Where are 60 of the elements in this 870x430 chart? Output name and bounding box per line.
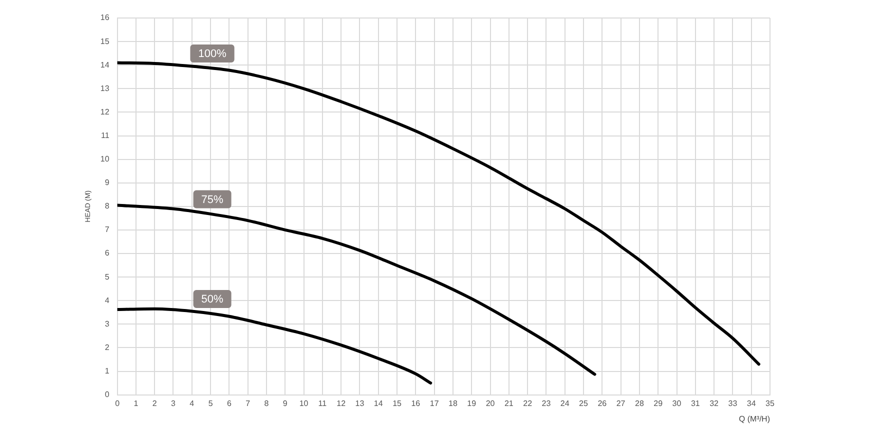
x-tick-label: 27 bbox=[616, 398, 626, 408]
x-tick-label: 31 bbox=[690, 398, 700, 408]
x-tick-label: 15 bbox=[392, 398, 402, 408]
x-tick-label: 32 bbox=[710, 398, 720, 408]
y-tick-label: 7 bbox=[104, 225, 110, 234]
x-tick-label: 35 bbox=[766, 398, 775, 408]
x-tick-label: 10 bbox=[299, 398, 309, 408]
x-tick-label: 17 bbox=[430, 398, 440, 408]
x-tick-label: 2 bbox=[152, 398, 158, 408]
x-tick-label: 29 bbox=[654, 398, 664, 408]
y-tick-label: 16 bbox=[100, 13, 110, 22]
x-tick-label: 14 bbox=[374, 398, 384, 408]
x-tick-label: 7 bbox=[246, 398, 251, 408]
x-tick-label: 6 bbox=[226, 398, 232, 408]
y-tick-label: 11 bbox=[100, 130, 110, 140]
line-series bbox=[117, 61, 760, 366]
x-tick-label: 0 bbox=[115, 398, 120, 408]
x-tick-label: 8 bbox=[264, 398, 270, 408]
x-tick-label: 3 bbox=[171, 398, 176, 408]
series-label: 75% bbox=[201, 194, 224, 206]
x-tick-label: 1 bbox=[134, 398, 139, 408]
x-tick-label: 25 bbox=[579, 398, 589, 408]
x-tick-label: 5 bbox=[208, 398, 214, 408]
x-tick-label: 28 bbox=[635, 398, 644, 408]
x-tick-label: 20 bbox=[486, 398, 496, 408]
series-label: 50% bbox=[201, 294, 224, 306]
x-tick-label: 21 bbox=[504, 398, 514, 408]
x-tick-label: 26 bbox=[598, 398, 608, 408]
series-label: 100% bbox=[198, 48, 227, 60]
x-tick-label: 4 bbox=[190, 398, 195, 408]
x-tick-label: 11 bbox=[318, 398, 328, 408]
y-tick-label: 5 bbox=[104, 272, 110, 282]
y-tick-label: 6 bbox=[104, 248, 110, 258]
x-tick-label: 34 bbox=[746, 398, 756, 408]
x-tick-label: 23 bbox=[542, 398, 552, 408]
y-tick-label: 1 bbox=[104, 366, 110, 376]
x-tick-label: 19 bbox=[467, 398, 477, 408]
x-tick-label: 12 bbox=[336, 398, 346, 408]
y-tick-label: 9 bbox=[104, 178, 110, 188]
x-tick-label: 33 bbox=[728, 398, 738, 408]
y-tick-label: 12 bbox=[100, 107, 110, 116]
y-tick-label: 15 bbox=[100, 36, 110, 46]
x-tick-label: 9 bbox=[282, 398, 288, 408]
line-series bbox=[117, 204, 596, 376]
y-tick-label: 13 bbox=[100, 84, 110, 93]
y-tick-label: 14 bbox=[100, 60, 110, 70]
x-axis-title: Q (M³/H) bbox=[738, 414, 770, 424]
x-tick-label: 22 bbox=[523, 398, 533, 408]
x-tick-label: 13 bbox=[355, 398, 365, 408]
x-tick-label: 18 bbox=[448, 398, 458, 408]
x-tick-label: 16 bbox=[411, 398, 421, 408]
y-tick-label: 2 bbox=[104, 342, 110, 352]
x-tick-label: 24 bbox=[560, 398, 570, 408]
y-tick-label: 8 bbox=[104, 202, 110, 211]
y-tick-label: 0 bbox=[104, 390, 110, 400]
y-tick-label: 3 bbox=[104, 319, 110, 328]
x-tick-label: 30 bbox=[672, 398, 682, 408]
line-series bbox=[117, 307, 432, 385]
y-tick-label: 10 bbox=[100, 154, 110, 164]
y-tick-label: 4 bbox=[104, 296, 110, 305]
